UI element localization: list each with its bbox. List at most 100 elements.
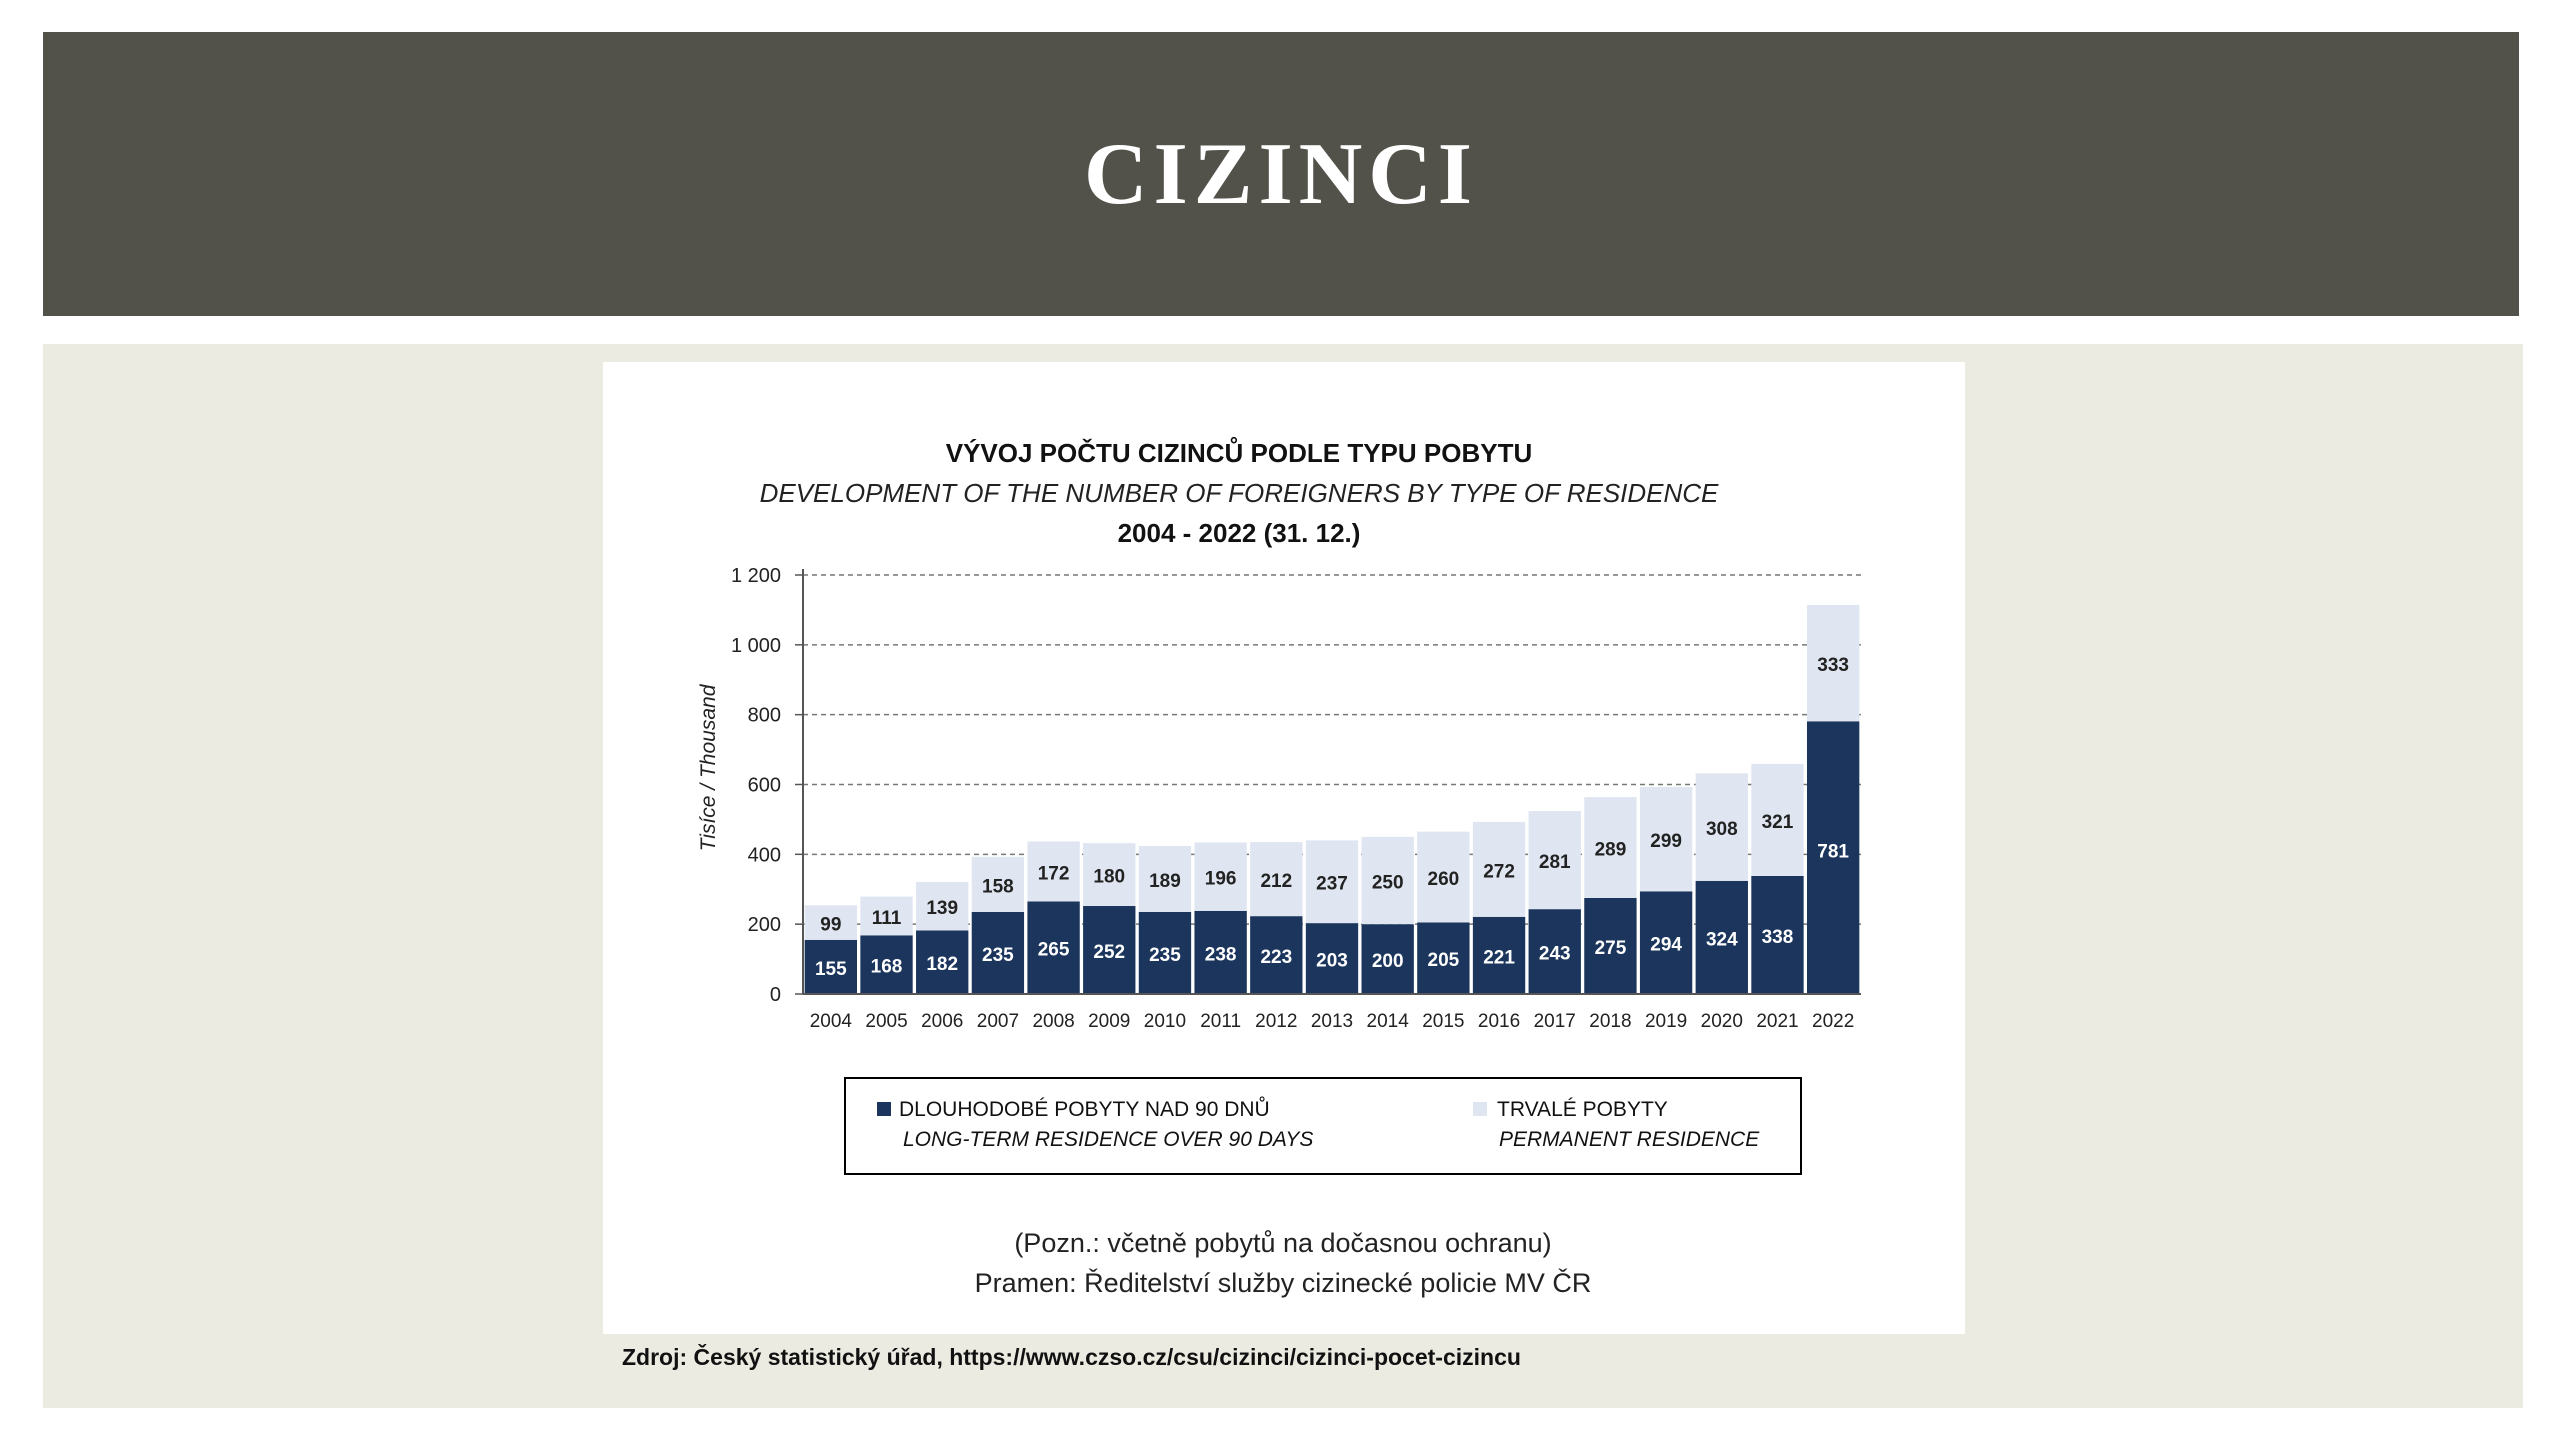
data-label-permanent: 180 <box>1093 867 1125 888</box>
bar-long-term <box>860 935 913 994</box>
data-label-permanent: 260 <box>1428 869 1460 890</box>
bar-permanent <box>916 881 969 931</box>
x-tick-label: 2014 <box>1367 1011 1410 1032</box>
legend-label-long-term-en: LONG-TERM RESIDENCE OVER 90 DAYS <box>903 1128 1313 1151</box>
x-tick-label: 2004 <box>810 1011 853 1032</box>
bar-permanent <box>860 896 913 936</box>
bar-long-term <box>1528 909 1581 994</box>
chart-title: VÝVOJ POČTU CIZINCŮ PODLE TYPU POBYTU <box>946 436 1533 468</box>
data-label-long-term: 235 <box>1149 945 1181 966</box>
data-label-permanent: 172 <box>1038 863 1070 884</box>
bar-permanent <box>1639 786 1693 892</box>
data-label-long-term: 205 <box>1428 950 1460 971</box>
legend-label-long-term: DLOUHODOBÉ POBYTY NAD 90 DNŮ <box>899 1097 1270 1121</box>
data-label-permanent: 299 <box>1650 831 1682 852</box>
bar-permanent <box>1027 841 1080 902</box>
bar-permanent <box>1584 797 1637 898</box>
data-label-long-term: 235 <box>982 945 1014 966</box>
data-label-long-term: 168 <box>871 957 903 978</box>
bar-permanent <box>1417 831 1470 923</box>
legend: DLOUHODOBÉ POBYTY NAD 90 DNŮ LONG-TERM R… <box>844 1077 1802 1175</box>
bar-long-term <box>1806 721 1860 994</box>
x-tick-label: 2013 <box>1311 1011 1353 1032</box>
legend-frame <box>844 1077 1802 1175</box>
bar-long-term <box>1194 910 1247 994</box>
bar-permanent <box>1472 821 1526 917</box>
bar-long-term <box>1083 906 1136 994</box>
x-tick-label: 2015 <box>1422 1011 1464 1032</box>
data-label-long-term: 265 <box>1038 940 1070 961</box>
x-tick-label: 2009 <box>1088 1011 1130 1032</box>
data-label-long-term: 243 <box>1539 944 1571 965</box>
y-tick-label: 1 200 <box>731 565 781 587</box>
x-tick-label: 2019 <box>1645 1011 1687 1032</box>
data-label-long-term: 294 <box>1650 935 1682 956</box>
data-label-long-term: 238 <box>1205 944 1237 965</box>
title-bar: CIZINCI <box>43 32 2519 316</box>
data-label-permanent: 237 <box>1316 874 1348 895</box>
data-label-long-term: 324 <box>1706 929 1738 950</box>
data-label-long-term: 221 <box>1483 947 1515 968</box>
bar-long-term <box>1584 897 1637 994</box>
bar-permanent <box>1194 842 1247 911</box>
x-tick-label: 2007 <box>977 1011 1019 1032</box>
bar-long-term <box>1639 891 1693 994</box>
bar-long-term <box>1305 923 1359 994</box>
source-citation: Zdroj: Český statistický úřad, https://w… <box>622 1344 1521 1370</box>
chart-source: Pramen: Ředitelství služby cizinecké pol… <box>975 1267 1592 1298</box>
slide-title: CIZINCI <box>1083 125 1479 223</box>
chart-period: 2004 - 2022 (31. 12.) <box>1118 518 1361 548</box>
legend-swatch-long-term <box>877 1102 891 1116</box>
bar-permanent <box>1083 843 1136 907</box>
y-tick-label: 0 <box>770 984 781 1006</box>
data-label-long-term: 182 <box>926 954 958 975</box>
bar-permanent <box>1695 773 1748 881</box>
axes: 0 200 400 600 800 1 000 1 200 2004 2005 2006 2007 2… <box>731 565 1861 1032</box>
x-tick-label: 2017 <box>1534 1011 1576 1032</box>
bar-long-term <box>1695 880 1748 994</box>
x-tick-label: 2021 <box>1756 1011 1798 1032</box>
data-label-permanent: 289 <box>1595 840 1627 861</box>
data-label-long-term: 223 <box>1260 947 1292 968</box>
bar-long-term <box>971 911 1025 994</box>
data-label-long-term: 203 <box>1316 951 1348 972</box>
stacked-bar-chart: VÝVOJ POČTU CIZINCŮ PODLE TYPU POBYTU DE… <box>697 436 1861 1298</box>
bar-long-term <box>1472 916 1526 994</box>
x-tick-label: 2006 <box>921 1011 963 1032</box>
y-tick-label: 400 <box>748 844 781 866</box>
data-labels: 155 99 168 111 182 139 235 158 265 172 252 180 235 18… <box>815 655 1849 980</box>
bar-permanent <box>1751 763 1804 876</box>
bar-permanent <box>1806 605 1860 722</box>
y-tick-label: 800 <box>748 705 781 727</box>
bar-permanent <box>1250 842 1303 917</box>
data-label-permanent: 99 <box>820 915 841 936</box>
chart-panel: VÝVOJ POČTU CIZINCŮ PODLE TYPU POBYTU DE… <box>603 362 1965 1334</box>
data-label-long-term: 781 <box>1817 841 1849 862</box>
data-label-long-term: 252 <box>1093 942 1125 963</box>
y-tick-label: 600 <box>748 775 781 797</box>
bar-permanent <box>1528 811 1581 910</box>
data-label-permanent: 139 <box>926 898 958 919</box>
data-label-permanent: 333 <box>1817 655 1849 676</box>
bar-long-term <box>804 939 858 994</box>
y-tick-label: 200 <box>748 914 781 936</box>
data-label-permanent: 308 <box>1706 819 1738 840</box>
data-label-long-term: 155 <box>815 959 847 980</box>
legend-label-permanent: TRVALÉ POBYTY <box>1497 1098 1668 1121</box>
bar-permanent <box>971 856 1025 912</box>
y-axis-label: Tisíce / Thousand <box>697 683 720 851</box>
data-label-permanent: 212 <box>1260 871 1292 892</box>
bar-long-term <box>1138 911 1192 994</box>
data-label-long-term: 200 <box>1372 951 1404 972</box>
data-label-permanent: 158 <box>982 876 1014 897</box>
bar-long-term <box>1361 924 1414 994</box>
x-tick-label: 2005 <box>865 1011 907 1032</box>
chart-subtitle: DEVELOPMENT OF THE NUMBER OF FOREIGNERS … <box>760 478 1719 508</box>
x-tick-label: 2022 <box>1812 1011 1854 1032</box>
bar-permanent <box>1305 840 1359 924</box>
data-label-permanent: 250 <box>1372 873 1404 894</box>
data-label-permanent: 196 <box>1205 869 1237 890</box>
bar-long-term <box>916 930 969 994</box>
x-tick-label: 2016 <box>1478 1011 1520 1032</box>
bars <box>804 605 1860 994</box>
